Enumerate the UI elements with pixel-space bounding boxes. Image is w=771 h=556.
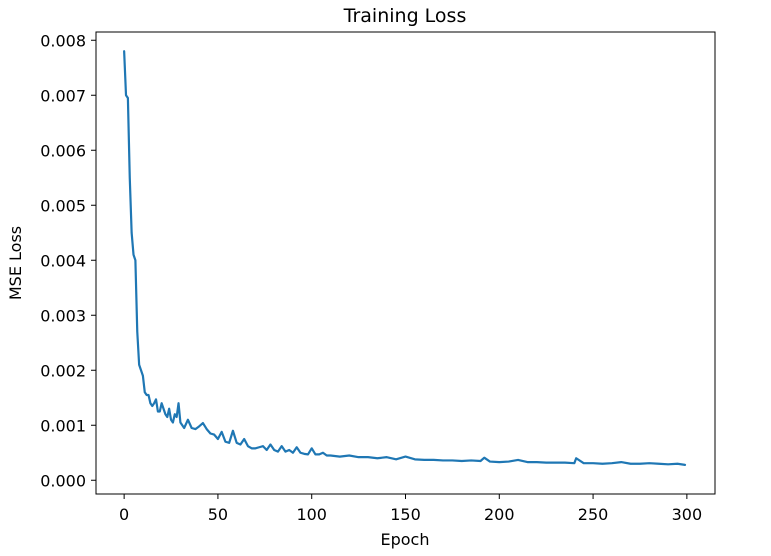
- x-tick-label: 50: [208, 505, 228, 524]
- series-line-0: [123, 50, 687, 466]
- y-tick-label: 0.003: [40, 306, 86, 325]
- y-tick-label: 0.001: [40, 416, 86, 435]
- x-tick-label: 200: [484, 505, 515, 524]
- y-tick-label: 0.005: [40, 196, 86, 215]
- x-tick-label: 100: [296, 505, 327, 524]
- x-tick-label: 250: [578, 505, 609, 524]
- y-tick-label: 0.002: [40, 361, 86, 380]
- y-axis: 0.000 0.001 0.002 0.003 0.004 0.005 0.006 0.007…: [40, 31, 96, 490]
- y-tick-label: 0.000: [40, 471, 86, 490]
- x-tick-label: 300: [672, 505, 703, 524]
- y-tick-label: 0.004: [40, 251, 86, 270]
- y-tick-label: 0.007: [40, 86, 86, 105]
- chart-title: Training Loss: [343, 5, 467, 27]
- x-axis-label: Epoch: [381, 530, 430, 549]
- y-tick-label: 0.008: [40, 31, 86, 50]
- y-axis-label: MSE Loss: [6, 226, 25, 300]
- series-layer: [123, 50, 687, 466]
- x-tick-label: 0: [119, 505, 129, 524]
- x-tick-label: 150: [390, 505, 421, 524]
- x-axis: 0 50 100 150 200 250 300: [119, 494, 702, 524]
- y-tick-label: 0.006: [40, 141, 86, 160]
